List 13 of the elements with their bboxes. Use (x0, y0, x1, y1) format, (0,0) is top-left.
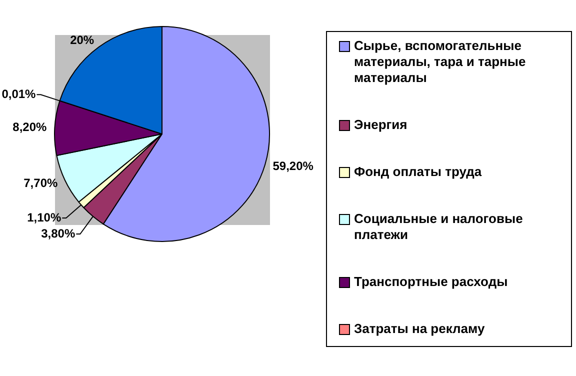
legend-label: Социальные и налоговые платежи (354, 211, 524, 243)
legend-label: Транспортные расходы (354, 274, 508, 290)
data-label: 20% (70, 32, 94, 47)
legend-label: Затраты на рекламу (354, 321, 485, 337)
data-label: 59,20% (272, 159, 314, 174)
legend-label: Фонд оплаты труда (354, 164, 482, 180)
data-label: 7,70% (24, 176, 58, 190)
data-label: 8,20% (12, 120, 48, 134)
legend-label: Сырье, вспомогательные материалы, тара и тарные материалы (354, 38, 527, 86)
legend-label: Энергия (354, 117, 408, 133)
data-label: 0,01% (2, 86, 36, 101)
data-label: 1,10% (27, 210, 62, 224)
data-label: 3,80% (41, 226, 76, 240)
